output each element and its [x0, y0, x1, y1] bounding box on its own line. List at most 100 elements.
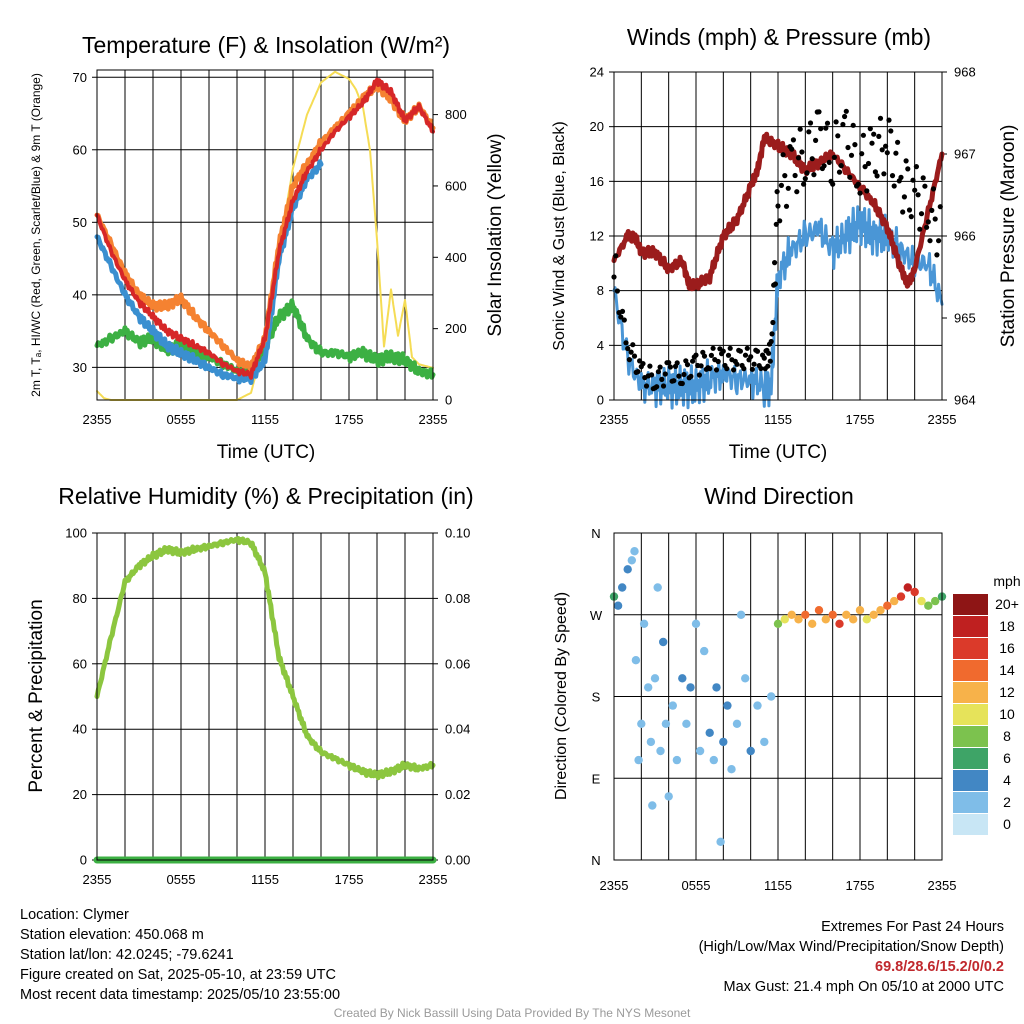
- colorbar-label: 2: [1003, 794, 1011, 810]
- gust-point: [744, 345, 750, 351]
- direction-point: [780, 615, 789, 624]
- gust-point: [823, 125, 829, 131]
- direction-point: [849, 615, 858, 624]
- gust-point: [657, 364, 663, 370]
- gust-point: [833, 119, 839, 125]
- colorbar-swatch: [953, 660, 988, 681]
- gust-point: [799, 149, 805, 155]
- gust-point: [862, 164, 868, 170]
- gust-point: [824, 120, 831, 126]
- colorbar-swatch: [953, 616, 988, 637]
- direction-point: [668, 701, 677, 710]
- gust-point: [843, 108, 849, 114]
- gust-point: [698, 363, 704, 369]
- gust-point: [852, 142, 858, 148]
- y-right-tick-label: 0.08: [445, 591, 470, 606]
- direction-point: [631, 656, 641, 665]
- winds-title: Winds (mph) & Pressure (mb): [627, 24, 931, 50]
- gust-point: [802, 176, 808, 182]
- gust-point: [628, 349, 634, 355]
- gust-point: [710, 345, 716, 351]
- recent-data-text: Most recent data timestamp: 2025/05/10 2…: [20, 987, 341, 1003]
- direction-point: [712, 683, 721, 692]
- direction-point: [650, 674, 660, 683]
- direction-point: [716, 837, 725, 846]
- y-tick-label: 4: [597, 338, 604, 353]
- y-right-tick-label: 968: [954, 65, 976, 80]
- gust-point: [918, 211, 925, 217]
- direction-point: [672, 755, 682, 765]
- direction-point: [808, 619, 817, 628]
- x-tick-label: 2355: [83, 872, 112, 887]
- gust-point: [906, 207, 913, 213]
- gust-point: [932, 216, 938, 222]
- direction-points: [609, 547, 947, 846]
- gust-point: [874, 173, 880, 179]
- extremes-fields: (High/Low/Max Wind/Precipitation/Snow De…: [698, 939, 1004, 955]
- winds-frame: [613, 71, 943, 401]
- x-tick-label: 1755: [335, 872, 364, 887]
- temperature-series: [94, 70, 436, 401]
- gust-point: [865, 160, 872, 167]
- y-right-tick-label: 967: [954, 147, 976, 162]
- direction-point: [767, 692, 776, 701]
- colorbar-swatch: [953, 704, 988, 725]
- gust-point: [801, 181, 807, 187]
- gust-point: [707, 366, 713, 372]
- gust-point: [655, 369, 662, 375]
- gust-point: [816, 109, 822, 115]
- gust-point: [883, 143, 889, 149]
- humidity-frame: [96, 532, 434, 861]
- x-tick-label: 2355: [419, 412, 448, 427]
- temperature-frame: [96, 69, 434, 401]
- y-right-tick-label: 200: [445, 321, 467, 336]
- direction-point: [760, 737, 769, 747]
- gust-point: [619, 308, 626, 314]
- colorbar-label: 6: [1003, 750, 1011, 766]
- windchill-line: [94, 159, 324, 385]
- direction-tick-label: S: [592, 690, 601, 705]
- gust-point: [749, 366, 756, 372]
- x-tick-label: 2355: [600, 878, 629, 893]
- gust-point: [881, 171, 887, 177]
- gust-point: [785, 185, 791, 191]
- gust-point: [662, 371, 668, 377]
- gust-point: [934, 252, 940, 258]
- gust-point: [780, 152, 786, 158]
- gust-point: [772, 281, 779, 287]
- gust-point: [765, 363, 771, 369]
- y-tick-label: 60: [73, 656, 87, 671]
- x-tick-label: 1755: [335, 412, 364, 427]
- gust-point: [795, 155, 802, 161]
- gust-point: [912, 187, 918, 193]
- direction-point: [828, 610, 837, 619]
- direction-point: [821, 615, 830, 624]
- colorbar-swatch: [953, 726, 988, 747]
- gust-point: [766, 350, 772, 356]
- direction-point: [637, 719, 646, 728]
- y-tick-label: 24: [590, 65, 604, 80]
- direction-point: [653, 583, 662, 592]
- direction-point: [705, 728, 714, 737]
- direction-point: [869, 610, 878, 619]
- gust-point: [640, 361, 646, 367]
- y-right-tick-label: 0.04: [445, 722, 470, 737]
- gust-point: [783, 203, 790, 209]
- gust-point: [631, 353, 638, 359]
- direction-frame: [613, 532, 943, 861]
- gust-point: [900, 209, 906, 215]
- y-right-tick-label: 600: [445, 178, 467, 193]
- gust-point: [859, 151, 865, 157]
- direction-point: [876, 606, 885, 615]
- speed-colorbar: 20+ 18 16 14 12 10 8 6 4 2 0: [953, 594, 1019, 835]
- y-right-tick-label: 400: [445, 250, 467, 265]
- direction-point: [639, 619, 649, 628]
- direction-point: [691, 619, 701, 628]
- x-tick-label: 0555: [682, 878, 711, 893]
- direction-point: [732, 719, 742, 728]
- humidity-title: Relative Humidity (%) & Precipitation (i…: [58, 483, 473, 509]
- direction-ylabel-left: Direction (Colored By Speed): [553, 592, 570, 800]
- gust-point: [696, 372, 703, 378]
- y-right-tick-label: 965: [954, 311, 976, 326]
- max-gust-text: Max Gust: 21.4 mph On 05/10 at 2000 UTC: [723, 979, 1004, 995]
